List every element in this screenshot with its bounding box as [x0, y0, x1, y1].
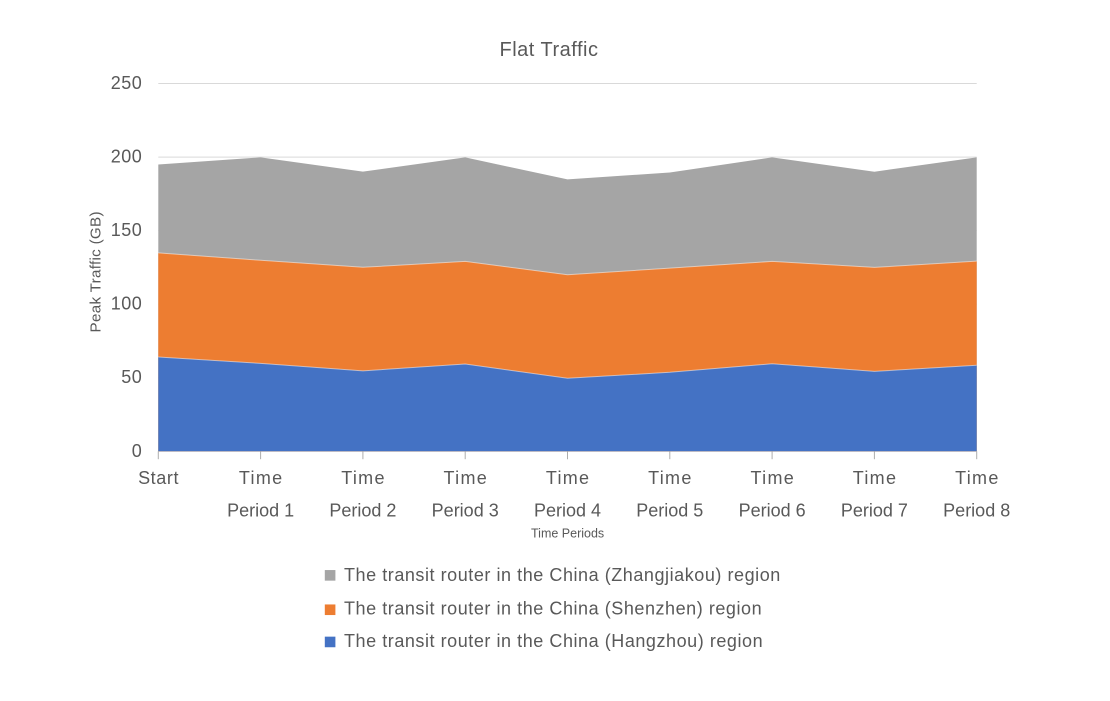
svg-text:Time: Time [239, 468, 284, 488]
svg-text:Period 4: Period 4 [534, 500, 601, 520]
svg-text:Time: Time [444, 468, 489, 488]
svg-text:Period 7: Period 7 [841, 500, 908, 520]
svg-text:150: 150 [111, 220, 143, 240]
svg-text:Period 3: Period 3 [432, 500, 499, 520]
svg-text:100: 100 [111, 294, 143, 314]
svg-text:Start: Start [138, 468, 179, 488]
svg-text:Period 2: Period 2 [329, 500, 396, 520]
svg-text:The transit router in the Chin: The transit router in the China (Hangzho… [344, 631, 763, 651]
svg-text:Period 6: Period 6 [739, 500, 806, 520]
svg-text:Time: Time [546, 468, 591, 488]
svg-text:Time: Time [648, 468, 693, 488]
svg-text:Period 1: Period 1 [227, 500, 294, 520]
svg-text:Period 8: Period 8 [943, 500, 1010, 520]
svg-text:Time: Time [955, 468, 1000, 488]
svg-text:Period 5: Period 5 [636, 500, 703, 520]
svg-text:The transit router in the Chin: The transit router in the China (Shenzhe… [344, 599, 762, 619]
svg-text:200: 200 [111, 147, 143, 167]
svg-text:Time: Time [853, 468, 898, 488]
svg-text:Time Periods: Time Periods [531, 526, 604, 540]
svg-text:Peak Traffic (GB): Peak Traffic (GB) [88, 211, 105, 332]
svg-text:0: 0 [132, 441, 143, 461]
svg-text:Flat Traffic: Flat Traffic [500, 39, 599, 61]
svg-text:Time: Time [341, 468, 386, 488]
svg-text:250: 250 [111, 73, 143, 93]
svg-text:Time: Time [751, 468, 796, 488]
svg-text:50: 50 [121, 367, 142, 387]
svg-text:The transit router in the Chin: The transit router in the China (Zhangji… [344, 565, 781, 585]
